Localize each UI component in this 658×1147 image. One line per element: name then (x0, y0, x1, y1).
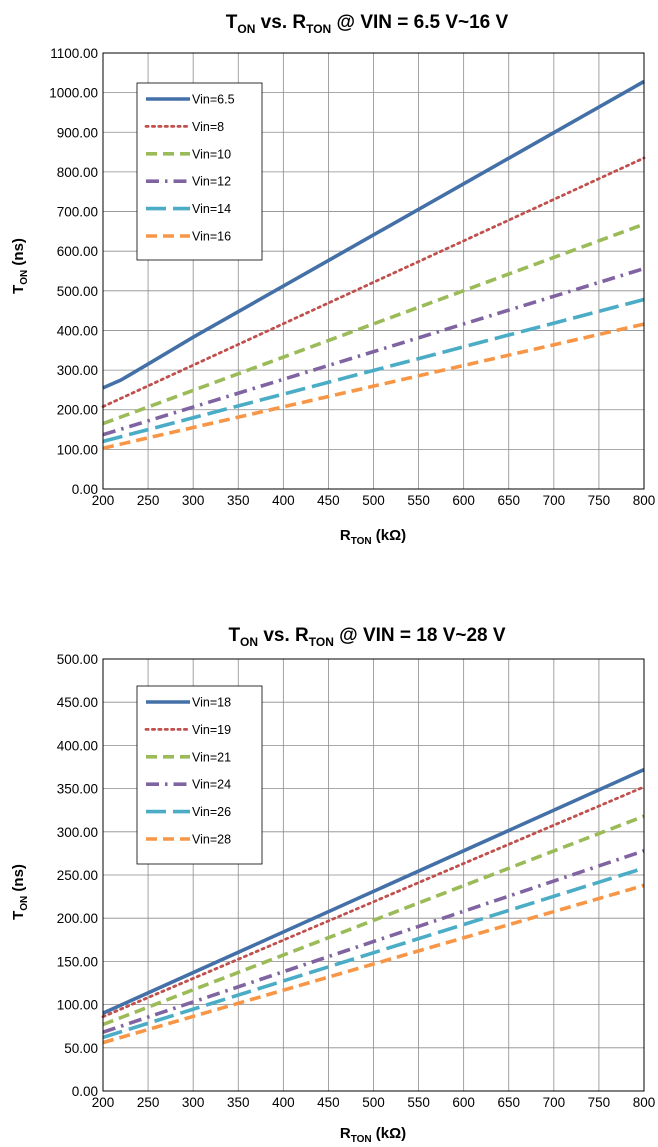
plot-frame (102, 52, 645, 490)
y-tick-label: 350.00 (57, 782, 98, 797)
x-tick-label: 500 (362, 1095, 385, 1110)
chart-title: TON vs. RTON @ VIN = 6.5 V~16 V (226, 12, 509, 36)
x-tick-label: 500 (362, 493, 385, 508)
y-tick-label: 450.00 (57, 695, 98, 710)
x-tick-label: 450 (317, 493, 340, 508)
series-line-vin-21 (102, 814, 645, 1027)
series-line-vin-16 (102, 322, 645, 450)
x-tick-label: 250 (137, 1095, 160, 1110)
legend-label: Vin=6.5 (192, 93, 235, 107)
x-tick-label: 300 (182, 1095, 205, 1110)
x-tick-label: 750 (588, 493, 611, 508)
y-tick-label: 400.00 (57, 738, 98, 753)
y-tick-label: 600.00 (57, 244, 98, 259)
x-tick-label: 800 (633, 1095, 656, 1110)
x-tick-label: 750 (588, 1095, 611, 1110)
x-tick-label: 200 (92, 493, 115, 508)
series-line-vin-14 (102, 297, 645, 444)
y-tick-label: 400.00 (57, 323, 98, 338)
x-tick-label: 600 (452, 493, 475, 508)
y-tick-label: 700.00 (57, 205, 98, 220)
chart-title: TON vs. RTON @ VIN = 18 V~28 V (228, 625, 505, 649)
x-tick-label: 650 (497, 1095, 520, 1110)
x-tick-label: 650 (497, 493, 520, 508)
plot-frame (102, 658, 645, 1092)
legend-label: Vin=14 (192, 202, 231, 216)
series-lines (101, 767, 646, 1045)
y-tick-label: 300.00 (57, 363, 98, 378)
series-line-vin-10 (102, 222, 645, 426)
legend-label: Vin=21 (192, 750, 231, 764)
series-lines (101, 79, 646, 450)
legend: Vin=6.5 Vin=8 Vin=10 Vin=12 Vin=14 Vin=16 (136, 82, 263, 261)
y-tick-label: 250.00 (57, 868, 98, 883)
x-tick-label: 800 (633, 493, 656, 508)
y-tick-label: 0.00 (72, 482, 98, 497)
legend-label: Vin=19 (192, 723, 231, 737)
y-tick-label: 200.00 (57, 403, 98, 418)
x-tick-label: 400 (272, 493, 295, 508)
tick-labels: 200 250 300 350 400 450 500 550 600 650 700 750 800 0… (57, 652, 656, 1110)
legend-label: Vin=10 (192, 147, 231, 161)
x-axis-label: RTON (kΩ) (340, 1125, 406, 1145)
x-tick-label: 250 (137, 493, 160, 508)
series-line-vin-18 (102, 767, 645, 1015)
x-tick-label: 200 (92, 1095, 115, 1110)
legend-label: Vin=12 (192, 175, 231, 189)
y-tick-label: 100.00 (57, 998, 98, 1013)
y-tick-label: 500.00 (57, 652, 98, 667)
tick-labels: 200 250 300 350 400 450 500 550 600 650 700 750 800 0… (49, 46, 655, 508)
y-tick-label: 1100.00 (50, 46, 98, 61)
y-axis-label: TON (ns) (10, 864, 30, 920)
x-tick-label: 700 (543, 493, 566, 508)
x-tick-label: 350 (227, 493, 250, 508)
legend-label: Vin=28 (192, 833, 231, 847)
x-tick-label: 450 (317, 1095, 340, 1110)
y-tick-label: 200.00 (57, 911, 98, 926)
x-tick-label: 700 (543, 1095, 566, 1110)
legend: Vin=18 Vin=19 Vin=21 Vin=24 Vin=26 Vin=28 (136, 685, 263, 865)
series-line-vin-19 (101, 785, 646, 1019)
legend-label: Vin=24 (192, 778, 231, 792)
chart-ton-vin-6-5-16: TON vs. RTON @ VIN = 6.5 V~16 V 200 250 30… (10, 12, 655, 547)
series-line-vin-28 (102, 883, 645, 1045)
legend-label: Vin=26 (192, 805, 231, 819)
x-tick-label: 600 (452, 1095, 475, 1110)
y-tick-label: 300.00 (57, 825, 98, 840)
x-tick-label: 350 (227, 1095, 250, 1110)
series-line-vin-26 (102, 866, 645, 1040)
y-tick-label: 100.00 (57, 442, 98, 457)
x-axis-label: RTON (kΩ) (340, 527, 406, 547)
y-tick-label: 800.00 (57, 165, 98, 180)
y-tick-label: 0.00 (72, 1084, 98, 1099)
series-line-vin-8 (101, 156, 646, 409)
chart-ton-vin-18-28: TON vs. RTON @ VIN = 18 V~28 V 200 250 300… (10, 625, 656, 1145)
legend-box (136, 685, 263, 865)
series-line-vin-6-5 (102, 79, 645, 390)
legend-label: Vin=8 (192, 120, 224, 134)
y-tick-label: 150.00 (57, 954, 98, 969)
x-tick-label: 300 (182, 493, 205, 508)
series-line-vin-24 (102, 849, 645, 1034)
legend-box (136, 82, 263, 261)
y-axis-label: TON (ns) (10, 238, 30, 294)
x-tick-label: 550 (407, 1095, 430, 1110)
legend-label: Vin=16 (192, 230, 231, 244)
y-tick-label: 500.00 (57, 284, 98, 299)
y-tick-label: 1000.00 (49, 86, 98, 101)
x-tick-label: 400 (272, 1095, 295, 1110)
y-tick-label: 50.00 (64, 1041, 98, 1056)
y-tick-label: 900.00 (57, 125, 98, 140)
legend-label: Vin=18 (192, 696, 231, 710)
series-line-vin-12 (102, 266, 645, 437)
x-tick-label: 550 (407, 493, 430, 508)
